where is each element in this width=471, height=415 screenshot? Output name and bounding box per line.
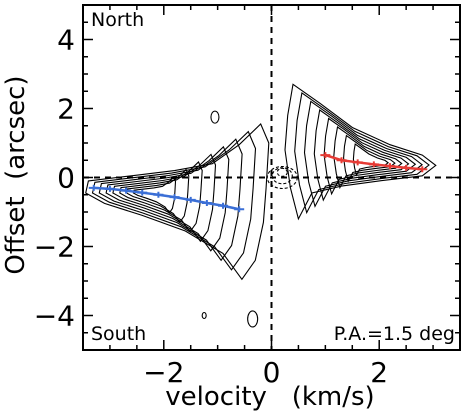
north-label: North <box>91 9 144 31</box>
contour-north-2 <box>303 100 424 208</box>
contour-north-3 <box>313 109 417 202</box>
x-axis-label: velocity (km/s) <box>165 382 374 412</box>
contour-lines <box>85 83 437 328</box>
series-0-point <box>201 200 212 207</box>
series-1-point <box>401 164 412 171</box>
y-tick-label: 0 <box>57 162 75 195</box>
y-tick-label: 4 <box>57 24 75 57</box>
series-0-point <box>169 194 180 201</box>
series-0-point <box>88 184 99 191</box>
series-1-point <box>336 157 347 164</box>
series-0-point <box>185 196 196 203</box>
y-tick-label: −4 <box>34 300 75 333</box>
tick-labels: −2 0 2 −4 −2 0 2 4 <box>34 24 388 390</box>
y-tick-label: −2 <box>34 231 75 264</box>
y-axis-label: Offset (arcsec) <box>1 75 31 274</box>
south-label: South <box>91 323 146 345</box>
series-1-point <box>417 166 428 173</box>
reference-lines <box>83 5 460 350</box>
series-0-point <box>104 185 115 192</box>
series-0 <box>88 184 245 213</box>
contour-blob-3 <box>276 167 288 177</box>
series-0-line <box>93 186 240 211</box>
contour-blob-0 <box>210 110 220 124</box>
series-1 <box>320 152 428 173</box>
x-tick-label: −2 <box>143 356 184 389</box>
contour-south-5 <box>119 161 203 233</box>
contour-south-3 <box>105 145 230 252</box>
x-tick-label: 0 <box>263 356 281 389</box>
series-0-point <box>218 202 229 209</box>
contour-north-6 <box>343 134 396 183</box>
axis-ticks <box>82 4 461 351</box>
data-series <box>88 152 428 213</box>
series-1-point <box>352 159 363 166</box>
contour-blob-4 <box>271 167 293 185</box>
contour-north-4 <box>323 117 410 196</box>
series-1-point <box>368 161 379 168</box>
series-0-point <box>121 187 132 194</box>
series-0-point <box>137 189 148 196</box>
series-1-point <box>384 163 395 170</box>
y-tick-label: 2 <box>57 93 75 126</box>
series-0-point <box>234 206 245 213</box>
contour-blob-2 <box>247 310 259 328</box>
contour-blob-1 <box>201 311 207 320</box>
position-angle-label: P.A.=1.5 deg <box>334 323 455 345</box>
contour-north-1 <box>294 91 430 215</box>
contour-north-0 <box>284 83 437 221</box>
series-0-point <box>153 191 164 198</box>
x-tick-label: 2 <box>370 356 388 389</box>
series-1-point <box>320 152 331 159</box>
contour-north-5 <box>333 126 403 190</box>
